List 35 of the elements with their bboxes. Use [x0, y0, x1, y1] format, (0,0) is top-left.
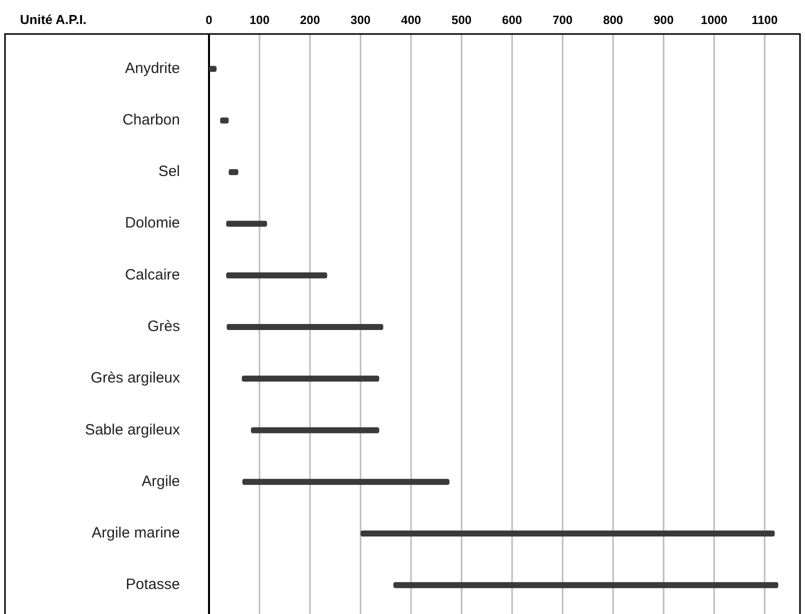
x-tick-label: 300 [350, 13, 371, 27]
x-tick-label: 900 [654, 13, 674, 27]
y-tick-label: Calcaire [124, 266, 180, 284]
x-tick-label: 1000 [700, 13, 728, 27]
y-tick-label: Dolomie [124, 214, 180, 232]
y-tick-label: Anydrite [124, 60, 180, 77]
bar [220, 117, 229, 124]
x-tick-label: 400 [401, 13, 422, 27]
bar [228, 169, 238, 176]
x-tick-label: 200 [300, 13, 320, 27]
x-tick-label: 0 [206, 13, 213, 27]
x-tick-label: 1100 [752, 13, 778, 27]
x-axis-title: Unité A.P.I. [20, 12, 86, 27]
bar [242, 376, 380, 382]
x-tick-label: 800 [603, 13, 624, 27]
bar [393, 582, 778, 588]
y-tick-label: Charbon [122, 111, 180, 128]
y-tick-label: Sable argileux [84, 421, 180, 438]
y-tick-label: Argile [142, 472, 180, 490]
y-tick-label: Grès [147, 318, 180, 335]
y-tick-label: Grès argileux [90, 370, 180, 387]
x-tick-label: 500 [452, 13, 472, 27]
y-tick-label: Potasse [126, 576, 180, 594]
x-tick-label: 100 [249, 13, 270, 27]
bar [360, 530, 775, 537]
bar [242, 478, 450, 485]
x-tick-label: 600 [502, 13, 522, 27]
bar [226, 220, 268, 227]
bar [226, 324, 384, 330]
bar [226, 272, 328, 278]
bar [250, 427, 380, 434]
bar [209, 66, 217, 72]
y-tick-label: Argile marine [92, 524, 180, 542]
y-tick-label: Sel [158, 163, 180, 180]
x-tick-label: 700 [552, 13, 573, 27]
